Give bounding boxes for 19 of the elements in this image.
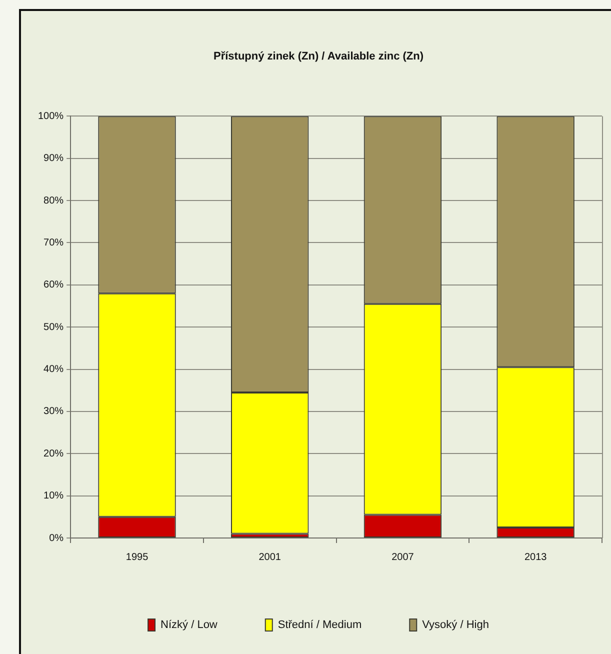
y-tick-label: 100%	[38, 110, 64, 122]
x-tick-label: 2013	[524, 552, 548, 563]
y-tick-label: 40%	[44, 364, 64, 376]
x-tick-label: 2007	[392, 552, 414, 563]
chart-title: Přístupný zinek (Zn) / Available zinc (Zn)	[213, 50, 424, 63]
y-tick-label: 30%	[44, 406, 64, 418]
y-tick-label: 10%	[44, 490, 64, 502]
y-tick-label: 70%	[44, 237, 64, 248]
legend-label: Vysoký / High	[422, 619, 489, 632]
x-tick-label: 2001	[258, 552, 282, 563]
y-tick-label: 80%	[44, 195, 64, 206]
y-tick-label: 20%	[44, 448, 64, 460]
y-tick-label: 50%	[44, 322, 64, 333]
y-tick-label: 0%	[49, 532, 64, 544]
y-tick-label: 60%	[44, 280, 64, 291]
x-tick-label: 1995	[126, 552, 149, 563]
y-tick-label: 90%	[44, 153, 64, 164]
legend-label: Nízký / Low	[160, 619, 218, 632]
legend-label: Střední / Medium	[278, 619, 362, 632]
